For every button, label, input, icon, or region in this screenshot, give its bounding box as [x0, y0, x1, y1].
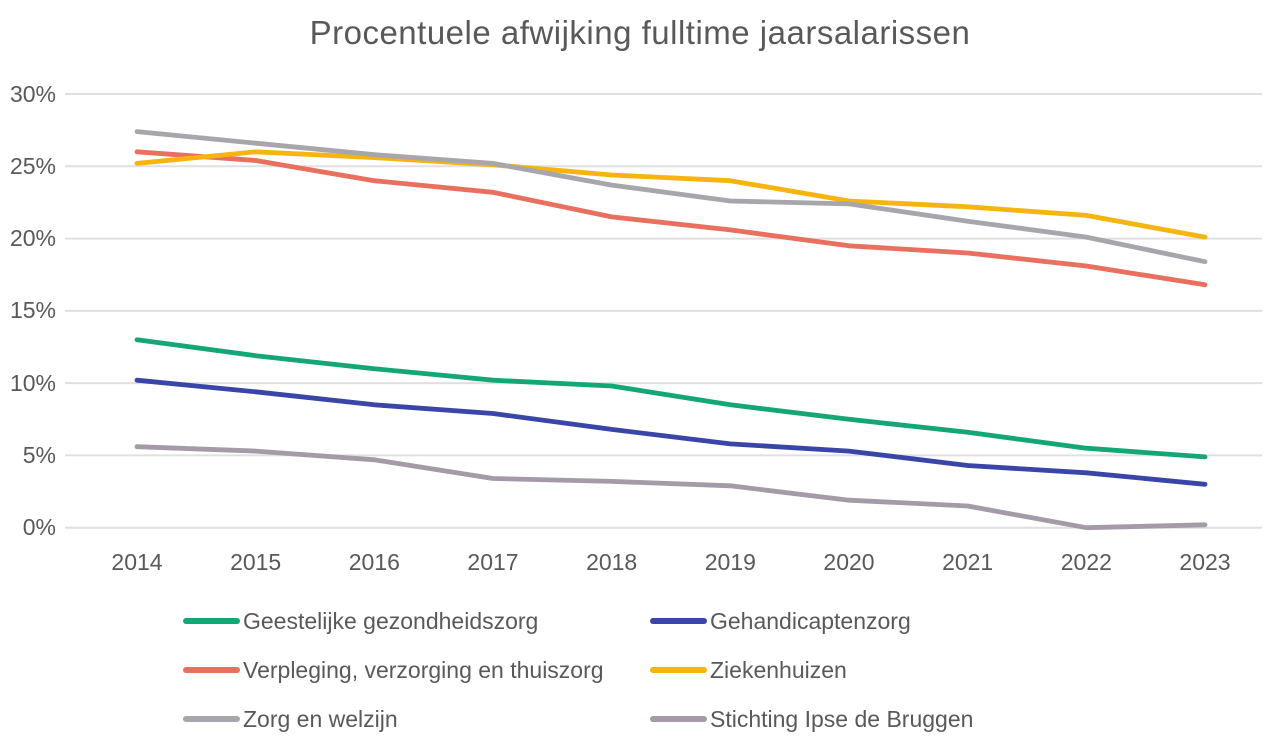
y-tick-label-0: 0%	[22, 514, 56, 541]
legend-label: Ziekenhuizen	[710, 656, 847, 683]
legend-label: Geestelijke gezondheidszorg	[243, 607, 539, 634]
legend-label: Stichting Ipse de Bruggen	[710, 705, 974, 732]
y-tick-label-25: 25%	[9, 152, 56, 179]
x-tick-label-2014: 2014	[111, 549, 163, 575]
series-line-verpleging-verzorging-en-thuiszorg	[134, 149, 1208, 288]
x-tick-label-2020: 2020	[823, 549, 875, 575]
series-line-geestelijke-gezondheidszorg	[134, 337, 1208, 460]
plot-area	[65, 93, 1262, 531]
legend-label: Gehandicaptenzorg	[710, 607, 911, 634]
legend-marker-icon	[650, 716, 707, 722]
legend-marker-icon	[183, 667, 240, 673]
legend-marker-icon	[183, 716, 240, 722]
y-tick-label-15: 15%	[9, 297, 56, 324]
legend-item-zorg-en-welzijn: Zorg en welzijn	[183, 705, 398, 733]
x-tick-label-2019: 2019	[704, 549, 756, 575]
legend-item-geestelijke-gezondheidszorg: Geestelijke gezondheidszorg	[183, 607, 538, 635]
y-tick-label-20: 20%	[9, 225, 56, 252]
legend-item-stichting-ipse-de-bruggen: Stichting Ipse de Bruggen	[650, 705, 973, 733]
x-tick-label-2023: 2023	[1179, 549, 1231, 575]
legend-label: Verpleging, verzorging en thuiszorg	[243, 656, 604, 683]
legend-item-gehandicaptenzorg: Gehandicaptenzorg	[650, 607, 911, 635]
x-tick-label-2021: 2021	[942, 549, 994, 575]
x-tick-label-2017: 2017	[467, 549, 519, 575]
x-tick-label-2016: 2016	[348, 549, 400, 575]
y-tick-label-5: 5%	[22, 441, 56, 468]
y-tick-label-10: 10%	[9, 369, 56, 396]
x-tick-label-2015: 2015	[230, 549, 282, 575]
chart-title: Procentuele afwijking fulltime jaarsalar…	[309, 14, 971, 51]
y-tick-label-30: 30%	[9, 80, 56, 107]
legend-item-ziekenhuizen: Ziekenhuizen	[650, 656, 847, 684]
series-line-ziekenhuizen	[134, 149, 1208, 240]
series-line-stichting-ipse-de-bruggen	[134, 444, 1208, 531]
x-tick-label-2018: 2018	[586, 549, 638, 575]
series-line-zorg-en-welzijn	[134, 129, 1208, 265]
legend-item-verpleging-verzorging-en-thuiszorg: Verpleging, verzorging en thuiszorg	[183, 656, 604, 684]
legend-marker-icon	[650, 618, 707, 624]
series-line-gehandicaptenzorg	[134, 377, 1208, 487]
legend-label: Zorg en welzijn	[243, 705, 398, 732]
legend-marker-icon	[183, 618, 240, 624]
legend-marker-icon	[650, 667, 707, 673]
x-tick-label-2022: 2022	[1060, 549, 1112, 575]
